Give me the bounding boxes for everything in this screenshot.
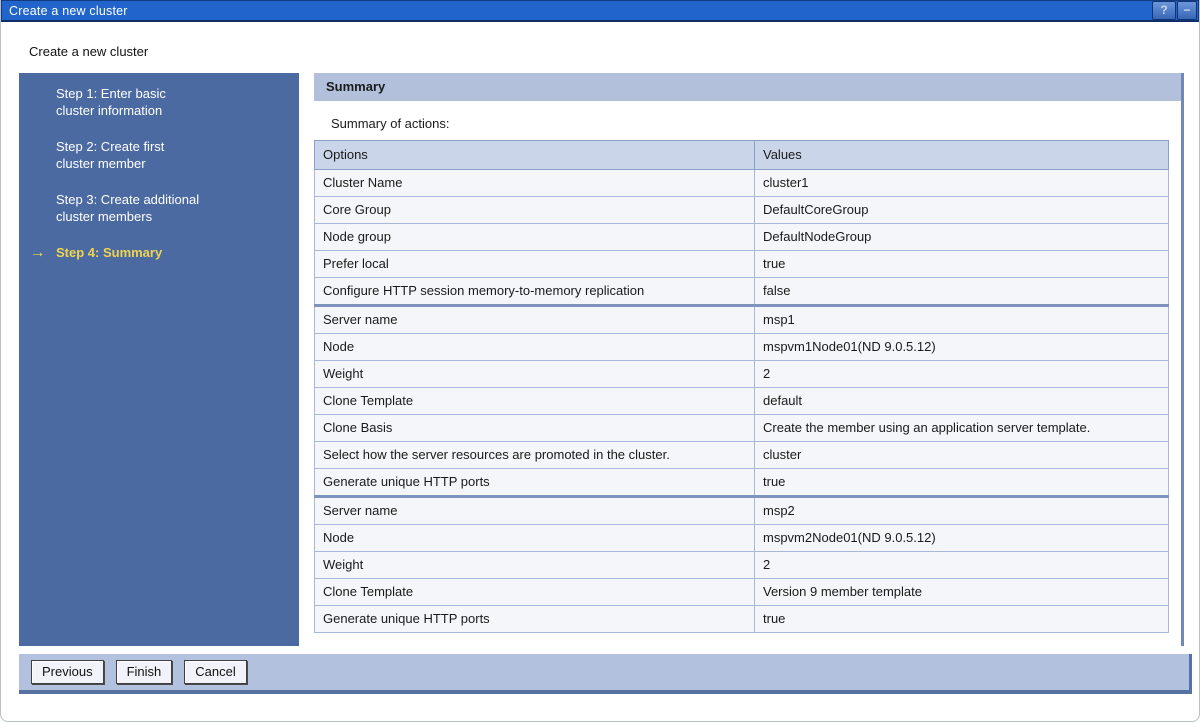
option-cell: Weight bbox=[314, 551, 755, 579]
wizard-steps: Step 1: Enter basic cluster information … bbox=[19, 73, 299, 646]
previous-button[interactable]: Previous bbox=[31, 660, 104, 684]
cancel-button[interactable]: Cancel bbox=[184, 660, 247, 684]
table-row: Generate unique HTTP ports true bbox=[314, 605, 1169, 633]
option-cell: Cluster Name bbox=[314, 169, 755, 197]
wizard-step-label: Step 1: Enter basic cluster information bbox=[56, 86, 166, 118]
help-button[interactable]: ? bbox=[1152, 1, 1176, 20]
option-cell: Core Group bbox=[314, 196, 755, 224]
wizard-body: Step 1: Enter basic cluster information … bbox=[19, 73, 1184, 646]
table-row: Node mspvm2Node01(ND 9.0.5.12) bbox=[314, 524, 1169, 552]
option-cell: Configure HTTP session memory-to-memory … bbox=[314, 277, 755, 306]
current-step-arrow-icon bbox=[19, 191, 56, 225]
value-cell: true bbox=[754, 468, 1169, 497]
value-cell: cluster1 bbox=[754, 169, 1169, 197]
option-cell: Clone Template bbox=[314, 387, 755, 415]
value-cell: msp2 bbox=[754, 495, 1169, 525]
wizard-step-4[interactable]: → Step 4: Summary bbox=[19, 244, 299, 261]
value-cell: mspvm1Node01(ND 9.0.5.12) bbox=[754, 333, 1169, 361]
table-row: Node group DefaultNodeGroup bbox=[314, 223, 1169, 251]
option-cell: Select how the server resources are prom… bbox=[314, 441, 755, 469]
summary-table-body: Cluster Name cluster1 Core Group Default… bbox=[314, 169, 1169, 633]
table-row: Select how the server resources are prom… bbox=[314, 441, 1169, 469]
option-cell: Clone Template bbox=[314, 578, 755, 606]
value-cell: cluster bbox=[754, 441, 1169, 469]
finish-button[interactable]: Finish bbox=[115, 660, 173, 684]
table-row: Generate unique HTTP ports true bbox=[314, 468, 1169, 497]
current-step-arrow-icon: → bbox=[29, 244, 46, 261]
option-cell: Generate unique HTTP ports bbox=[314, 468, 755, 497]
value-cell: msp1 bbox=[754, 304, 1169, 334]
table-row: Clone Basis Create the member using an a… bbox=[314, 414, 1169, 442]
wizard-step-label: Step 4: Summary bbox=[56, 245, 163, 260]
summary-panel: Summary Summary of actions: Options Valu… bbox=[314, 73, 1184, 646]
option-cell: Prefer local bbox=[314, 250, 755, 278]
summary-of-actions-label: Summary of actions: bbox=[331, 116, 450, 131]
value-cell: default bbox=[754, 387, 1169, 415]
value-cell: DefaultCoreGroup bbox=[754, 196, 1169, 224]
summary-table: Options Values Cluster Name cluster1 Cor… bbox=[314, 140, 1169, 633]
minimize-button[interactable]: − bbox=[1177, 1, 1197, 20]
value-cell: false bbox=[754, 277, 1169, 306]
option-cell: Weight bbox=[314, 360, 755, 388]
current-step-arrow-icon bbox=[19, 85, 56, 119]
table-row: Weight 2 bbox=[314, 360, 1169, 388]
table-row: Cluster Name cluster1 bbox=[314, 169, 1169, 197]
options-column-header: Options bbox=[314, 140, 755, 170]
table-row: Node mspvm1Node01(ND 9.0.5.12) bbox=[314, 333, 1169, 361]
table-row: Clone Template Version 9 member template bbox=[314, 578, 1169, 606]
value-cell: true bbox=[754, 250, 1169, 278]
table-row: Prefer local true bbox=[314, 250, 1169, 278]
window-title: Create a new cluster bbox=[9, 3, 128, 18]
option-cell: Node bbox=[314, 524, 755, 552]
table-row: Configure HTTP session memory-to-memory … bbox=[314, 277, 1169, 306]
option-cell: Server name bbox=[314, 304, 755, 334]
window-titlebar: Create a new cluster ? − bbox=[1, 0, 1199, 22]
option-cell: Node group bbox=[314, 223, 755, 251]
option-cell: Clone Basis bbox=[314, 414, 755, 442]
value-cell: Create the member using an application s… bbox=[754, 414, 1169, 442]
option-cell: Node bbox=[314, 333, 755, 361]
value-cell: mspvm2Node01(ND 9.0.5.12) bbox=[754, 524, 1169, 552]
wizard-button-bar: Previous Finish Cancel bbox=[19, 654, 1192, 694]
value-cell: Version 9 member template bbox=[754, 578, 1169, 606]
values-column-header: Values bbox=[754, 140, 1169, 170]
wizard-step-2[interactable]: Step 2: Create first cluster member bbox=[19, 138, 299, 172]
table-row: Core Group DefaultCoreGroup bbox=[314, 196, 1169, 224]
value-cell: true bbox=[754, 605, 1169, 633]
option-cell: Generate unique HTTP ports bbox=[314, 605, 755, 633]
wizard-step-3[interactable]: Step 3: Create additional cluster member… bbox=[19, 191, 299, 225]
value-cell: DefaultNodeGroup bbox=[754, 223, 1169, 251]
table-row: Server name msp1 bbox=[314, 304, 1169, 334]
value-cell: 2 bbox=[754, 551, 1169, 579]
table-row: Server name msp2 bbox=[314, 495, 1169, 525]
option-cell: Server name bbox=[314, 495, 755, 525]
page-title: Create a new cluster bbox=[29, 44, 149, 59]
table-row: Clone Template default bbox=[314, 387, 1169, 415]
table-row: Weight 2 bbox=[314, 551, 1169, 579]
panel-title: Summary bbox=[314, 73, 1181, 101]
wizard-step-label: Step 2: Create first cluster member bbox=[56, 139, 165, 171]
wizard-step-label: Step 3: Create additional cluster member… bbox=[56, 192, 200, 224]
wizard-step-1[interactable]: Step 1: Enter basic cluster information bbox=[19, 85, 299, 119]
value-cell: 2 bbox=[754, 360, 1169, 388]
table-header-row: Options Values bbox=[314, 140, 1169, 170]
current-step-arrow-icon bbox=[19, 138, 56, 172]
